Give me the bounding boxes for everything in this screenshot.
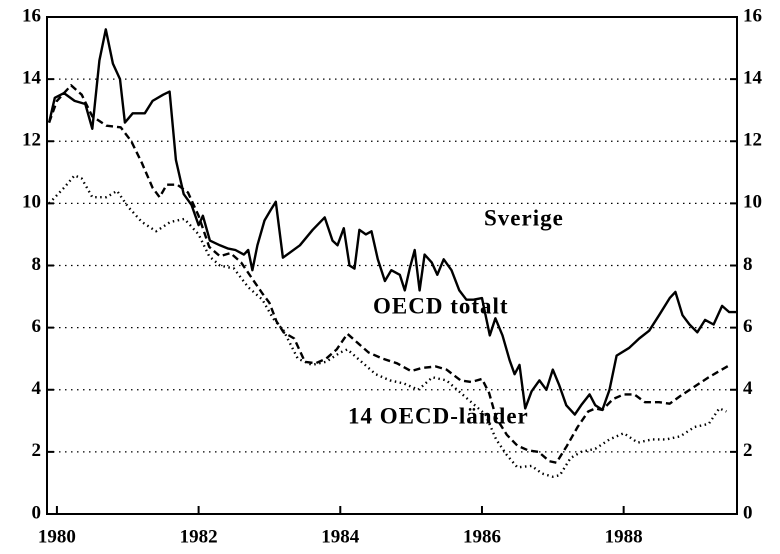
y-tick-label: 16 — [22, 5, 41, 26]
series-label: 14 OECD-länder — [348, 403, 529, 428]
y2-tick-label: 16 — [743, 5, 762, 26]
x-tick-label: 1988 — [605, 526, 643, 547]
y2-tick-label: 6 — [743, 316, 753, 337]
y-tick-label: 0 — [32, 502, 42, 523]
x-tick-label: 1986 — [463, 526, 501, 547]
y2-tick-label: 4 — [743, 378, 753, 399]
series-label: OECD totalt — [373, 293, 509, 318]
series-line — [47, 28, 737, 416]
y-tick-label: 8 — [32, 254, 42, 275]
y2-tick-label: 8 — [743, 254, 753, 275]
series-line — [48, 174, 727, 478]
y-tick-label: 12 — [22, 130, 41, 151]
y-tick-label: 6 — [32, 316, 42, 337]
y-tick-label: 2 — [32, 440, 42, 461]
series-line — [47, 84, 731, 464]
x-tick-label: 1984 — [321, 526, 360, 547]
y-tick-label: 10 — [22, 192, 41, 213]
x-tick-label: 1980 — [38, 526, 76, 547]
y-tick-label: 4 — [32, 378, 42, 399]
y2-tick-label: 14 — [743, 67, 763, 88]
y-tick-label: 14 — [22, 67, 42, 88]
x-tick-label: 1982 — [180, 526, 218, 547]
y2-tick-label: 0 — [743, 502, 753, 523]
y2-tick-label: 2 — [743, 440, 753, 461]
y2-tick-label: 10 — [743, 192, 762, 213]
y2-tick-label: 12 — [743, 130, 762, 151]
series-label: Sverige — [484, 205, 564, 230]
